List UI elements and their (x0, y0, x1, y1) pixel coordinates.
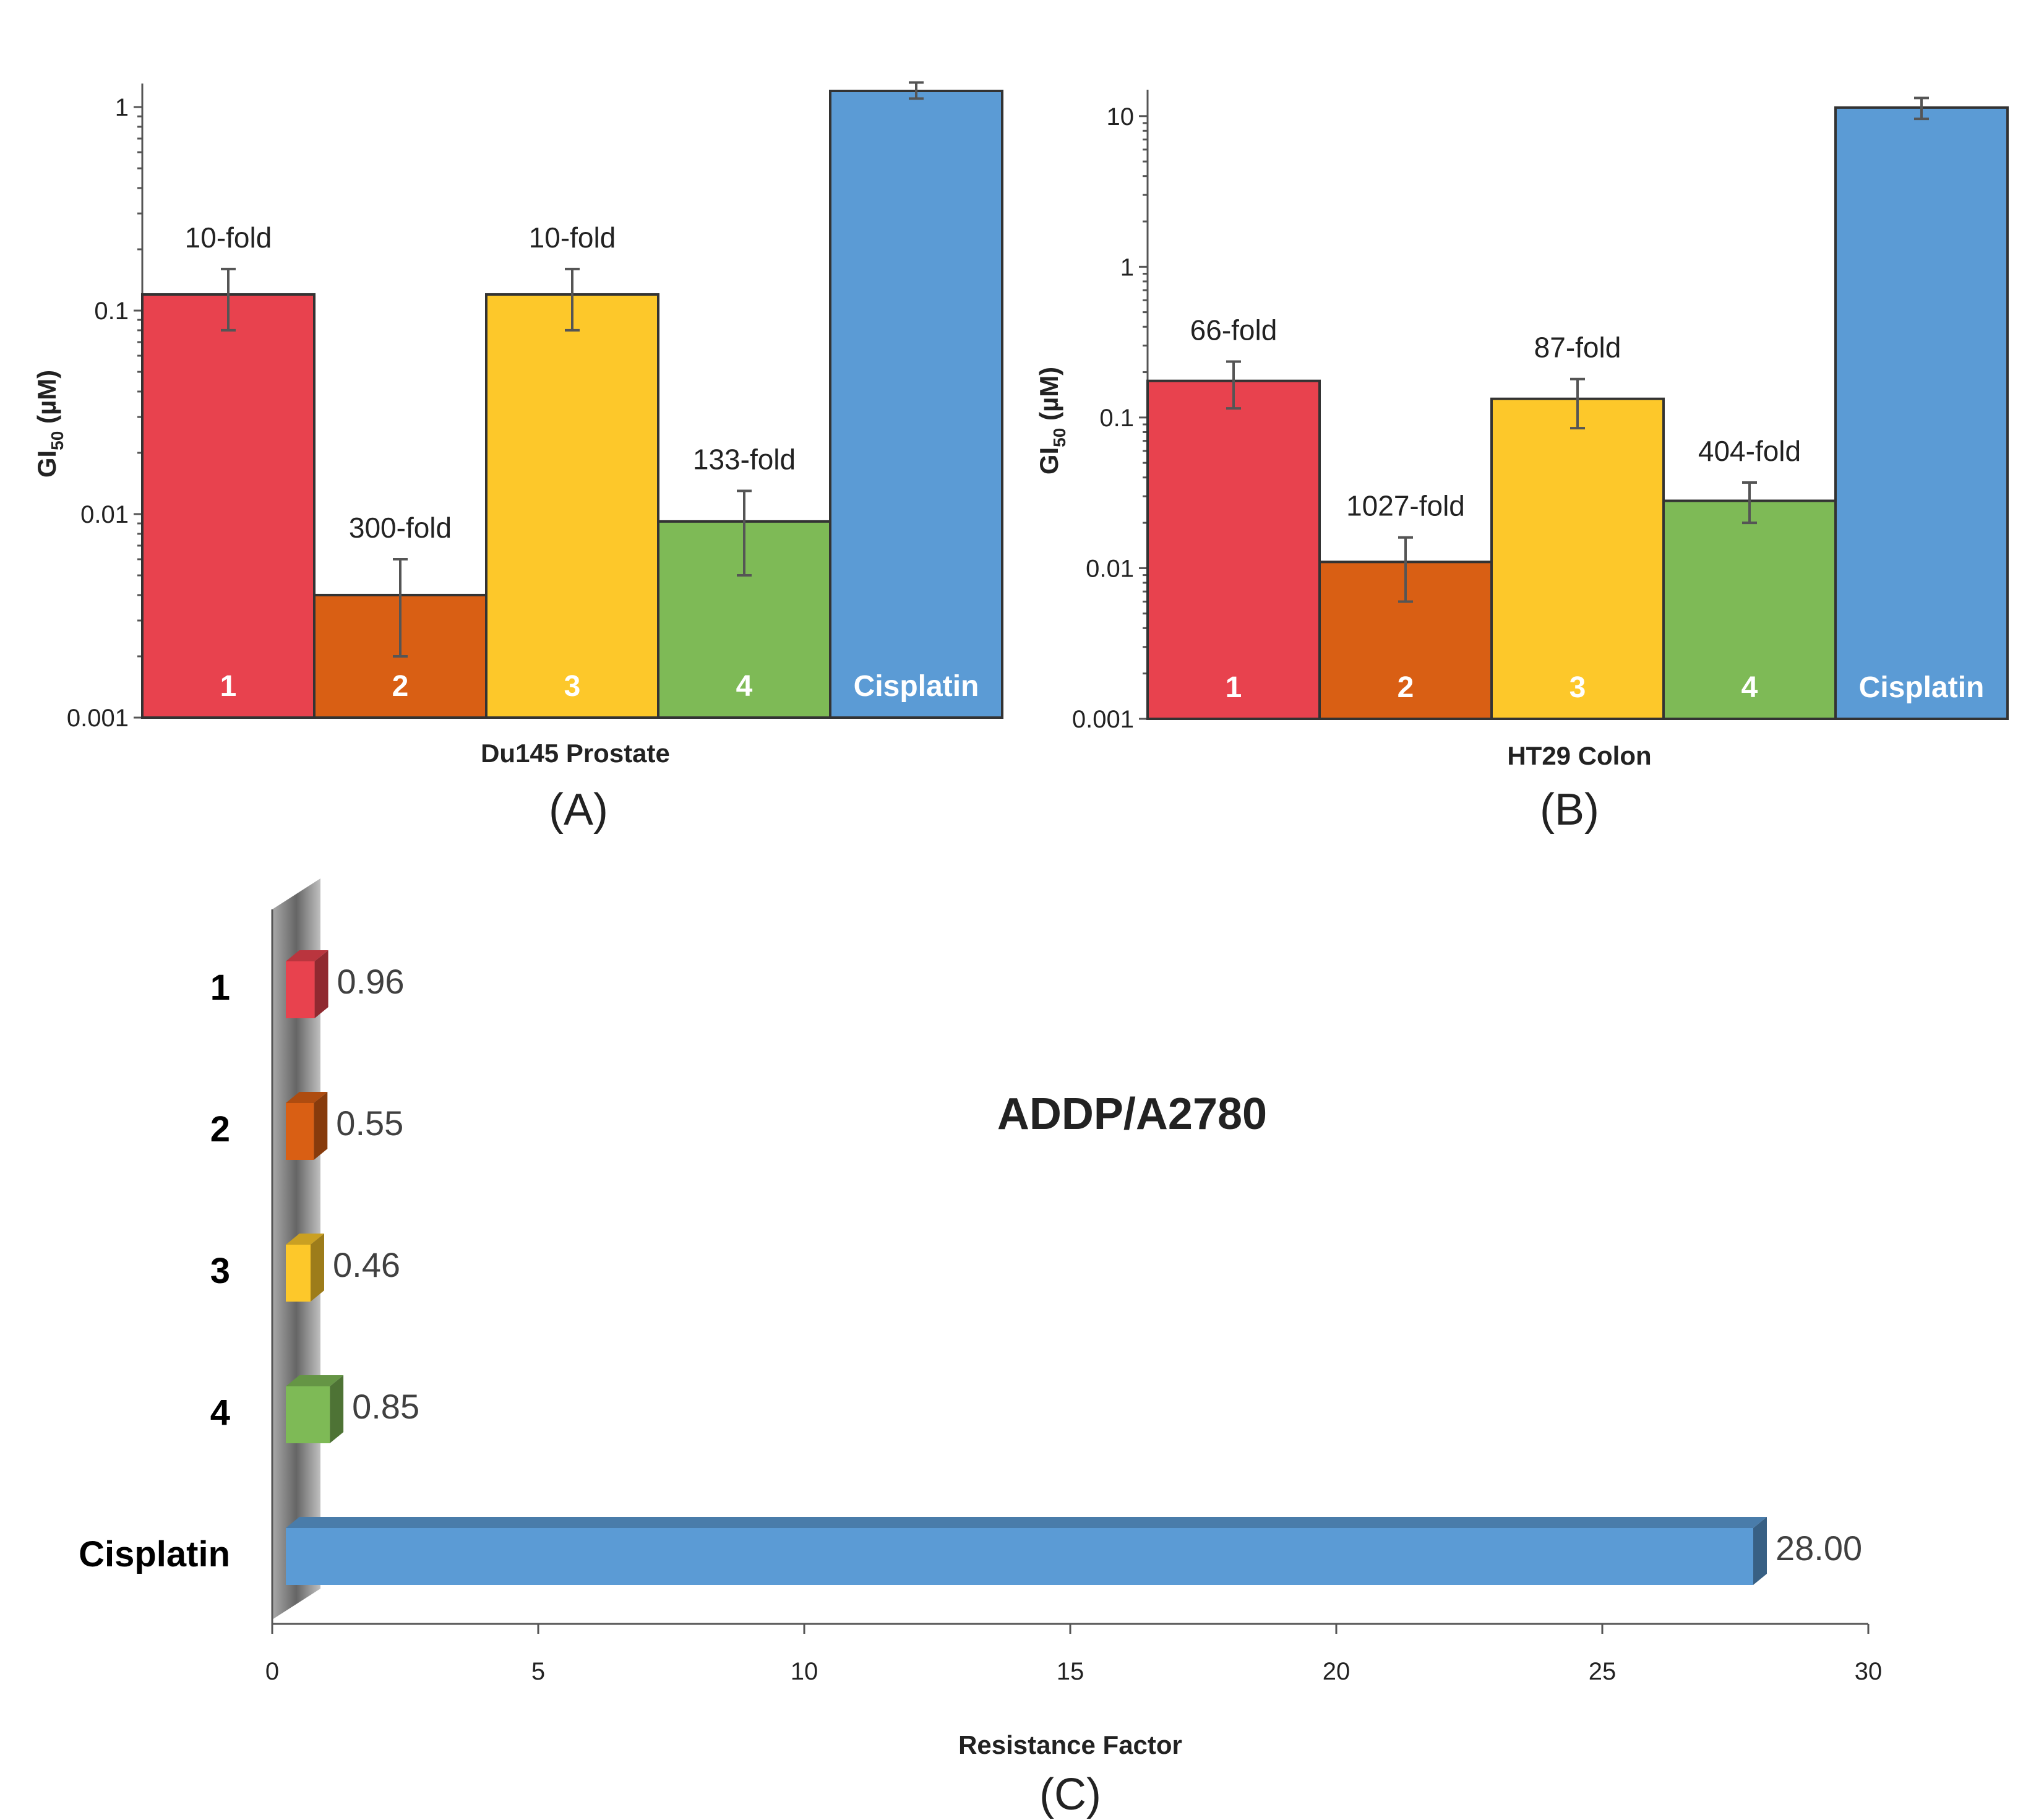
panel-c-bar-side-face (314, 1092, 328, 1160)
panel-a-y-tick-label: 0.1 (94, 298, 129, 325)
chart-panel-b: 0.001 0.01 0.1 1 10 1 66-fold 2 1027-fold 3 87-fo… (1034, 90, 2009, 835)
panel-a-bar-1 (141, 293, 316, 719)
panel-a-y-tick-label: 0.01 (80, 501, 129, 528)
panel-a-category-label: 1 (220, 670, 237, 703)
panel-a-category-label: 3 (564, 670, 581, 703)
panel-b-bar-3 (1490, 397, 1665, 720)
panel-c-x-tick-label: 0 (265, 1658, 279, 1685)
panel-a-fold-annotation: 300-fold (349, 512, 452, 544)
panel-b-fold-annotation: 66-fold (1190, 314, 1278, 346)
panel-c-bar-2 (286, 1092, 328, 1160)
panel-c-bar-top-face (286, 1375, 344, 1386)
panel-c-bar-5 (286, 1517, 1767, 1585)
panel-a-y-axis-label: GI50 (µM) (32, 370, 67, 478)
panel-a-bar-5 (829, 90, 1003, 719)
panel-c-value-label: 0.85 (352, 1387, 419, 1426)
panel-c-x-axis-label: Resistance Factor (958, 1730, 1182, 1759)
panel-c-category-label: 1 (210, 968, 230, 1008)
panel-a-category-label: 4 (736, 670, 753, 703)
panel-c-value-label: 0.46 (333, 1245, 400, 1284)
panel-c-x-tick-label: 30 (1855, 1658, 1883, 1685)
panel-c-bar-front-face (286, 961, 315, 1018)
panel-b-bar-4 (1662, 499, 1837, 720)
panel-c-x-tick-label: 25 (1589, 1658, 1617, 1685)
panel-a-y-tick-label: 1 (115, 94, 129, 121)
panel-b-category-label: 4 (1741, 671, 1758, 704)
panel-b-x-axis-label: HT29 Colon (1507, 741, 1651, 770)
panel-b-category-label: 2 (1398, 671, 1414, 704)
panel-b-bar-5 (1834, 106, 2009, 721)
panel-b-fold-annotation: 1027-fold (1346, 490, 1465, 522)
panel-b-fold-annotation: 87-fold (1534, 332, 1621, 364)
panel-a-fold-annotation: 10-fold (529, 221, 616, 254)
panel-c-value-label: 28.00 (1776, 1529, 1862, 1568)
panel-c-bar-top-face (286, 1234, 324, 1245)
panel-c-title: ADDP/A2780 (997, 1089, 1267, 1139)
panel-c-value-label: 0.96 (337, 962, 405, 1001)
panel-a-x-axis-label: Du145 Prostate (481, 739, 670, 768)
panel-c-value-label: 0.55 (336, 1104, 403, 1143)
panel-c-bar-top-face (286, 950, 328, 961)
panel-c-category-label: 3 (210, 1251, 230, 1291)
panel-c-x-tick-label: 15 (1057, 1658, 1084, 1685)
panel-b-y-tick-label: 1 (1120, 254, 1134, 281)
panel-c-bar-front-face (286, 1103, 314, 1160)
panel-a-category-label: 2 (392, 670, 409, 703)
panel-c-bar-4 (286, 1375, 344, 1443)
panel-a-y-tick-label: 0.001 (67, 705, 129, 732)
panel-c-bar-1 (286, 950, 328, 1018)
panel-c-label: (C) (1039, 1770, 1101, 1819)
panel-c-category-label: 4 (210, 1393, 230, 1433)
panel-b-category-label: 3 (1570, 671, 1586, 704)
chart-panel-a: 0.001 0.01 0.1 1 1 10-fold 2 300-fold 3 10-fold 4… (32, 81, 1003, 835)
panel-c-bar-top-face (286, 1092, 328, 1103)
panel-c-x-tick-label: 10 (791, 1658, 818, 1685)
panel-c-bar-side-face (311, 1234, 324, 1302)
panel-b-bar-1 (1146, 379, 1321, 720)
panel-a-category-label: Cisplatin (854, 670, 979, 703)
panel-a-label: (A) (549, 785, 608, 835)
panel-c-x-tick-label: 20 (1323, 1658, 1350, 1685)
panel-a-fold-annotation: 10-fold (185, 221, 272, 254)
panel-b-category-label: 1 (1226, 671, 1242, 704)
panel-c-bar-front-face (286, 1528, 1753, 1585)
panel-c-category-label: 2 (210, 1109, 230, 1149)
panel-c-bar-3 (286, 1234, 324, 1302)
panel-a-bar-3 (485, 293, 659, 719)
panel-b-y-tick-label: 0.001 (1072, 706, 1134, 733)
panel-b-y-axis-label: GI50 (µM) (1034, 367, 1069, 474)
panel-c-bar-side-face (1753, 1517, 1767, 1585)
panel-c-bar-side-face (330, 1375, 344, 1443)
panel-b-fold-annotation: 404-fold (1698, 435, 1801, 467)
panel-c-x-tick-label: 5 (531, 1658, 545, 1685)
panel-b-y-tick-label: 0.1 (1099, 405, 1134, 432)
panel-c-category-label: Cisplatin (79, 1534, 230, 1574)
panel-b-y-tick-label: 0.01 (1086, 555, 1134, 582)
panel-c-bar-side-face (314, 950, 328, 1018)
panel-a-fold-annotation: 133-fold (693, 444, 796, 476)
chart-panel-c: 0 5 10 15 20 25 30 0.96 1 0.55 2 0.46 3 0.85 4 28.00 Ci… (79, 878, 1882, 1819)
panel-b-category-label: Cisplatin (1859, 671, 1985, 704)
panel-b-label: (B) (1540, 785, 1599, 835)
panel-c-bar-top-face (286, 1517, 1767, 1528)
panel-c-bar-front-face (286, 1386, 330, 1443)
panel-b-y-tick-label: 10 (1107, 103, 1135, 131)
panel-c-bar-front-face (286, 1245, 311, 1302)
